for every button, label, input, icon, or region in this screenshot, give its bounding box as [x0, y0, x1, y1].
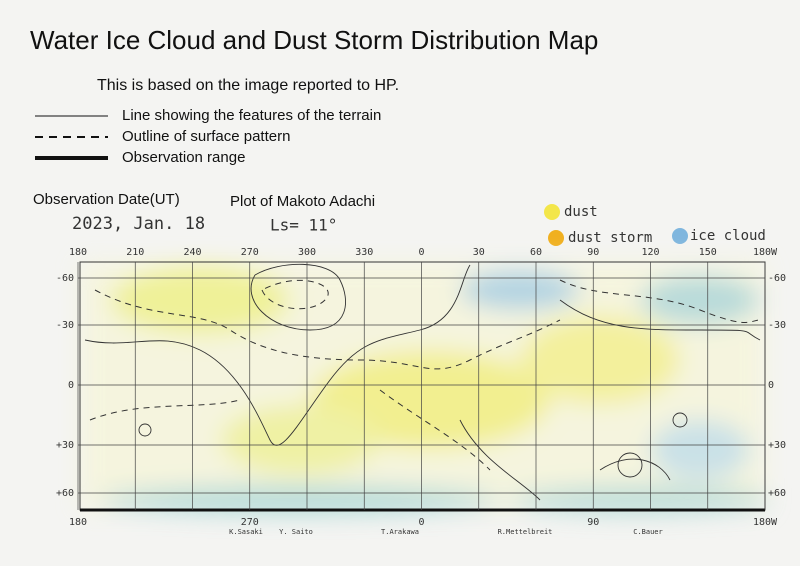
latitude-label: -60 — [56, 273, 74, 284]
longitude-label: 90 — [587, 247, 599, 258]
latitude-label: +30 — [56, 440, 74, 451]
longitude-label: 180 — [69, 517, 87, 528]
latitude-label: -30 — [56, 320, 74, 331]
dust-storm-swatch — [548, 230, 564, 246]
map-wash — [80, 262, 770, 514]
observer: Y. Saito — [279, 528, 313, 536]
longitude-label: 210 — [126, 247, 144, 258]
subtitle: This is based on the image reported to H… — [97, 77, 399, 94]
observer: K.Sasaki — [229, 528, 263, 536]
latitude-label: -60 — [768, 273, 786, 284]
longitude-label: 0 — [418, 247, 424, 258]
legend-text: Observation range — [122, 149, 245, 166]
latitude-label: -30 — [768, 320, 786, 331]
longitude-label: 180W — [753, 247, 778, 258]
longitude-label: 60 — [530, 247, 542, 258]
longitude-label: 90 — [587, 517, 599, 528]
longitude-label: 270 — [241, 247, 259, 258]
dust-swatch — [544, 204, 560, 220]
longitude-label: 120 — [641, 247, 659, 258]
date: 2023, Jan. 18 — [72, 214, 205, 234]
pattern-lines — [89, 279, 761, 471]
longitude-label: 150 — [699, 247, 717, 258]
latitude-label: +30 — [768, 440, 786, 451]
ls: Ls= 11° — [270, 216, 337, 235]
legend-text: Outline of surface pattern — [122, 128, 290, 145]
longitude-label: 30 — [473, 247, 485, 258]
terrain-lines — [84, 263, 761, 501]
plot-label: Plot of Makoto Adachi — [230, 193, 375, 210]
observer: C.Bauer — [633, 528, 663, 536]
key-text: dust storm — [568, 230, 652, 246]
longitude-label: 180 — [69, 247, 87, 258]
title: Water Ice Cloud and Dust Storm Distribut… — [30, 25, 598, 55]
date-label: Observation Date(UT) — [33, 191, 180, 208]
latitude-label: +60 — [768, 488, 786, 499]
observer: T.Arakawa — [381, 528, 419, 536]
latitude-label: 0 — [768, 380, 774, 391]
ice-cloud-swatch — [672, 228, 688, 244]
latitude-label: +60 — [56, 488, 74, 499]
observer: R.Mettelbreit — [498, 528, 553, 536]
key-text: ice cloud — [690, 228, 766, 244]
longitude-label: 270 — [241, 517, 259, 528]
longitude-label: 300 — [298, 247, 316, 258]
latitude-label: 0 — [68, 380, 74, 391]
longitude-label: 0 — [418, 517, 424, 528]
longitude-label: 240 — [183, 247, 201, 258]
legend-text: Line showing the features of the terrain — [122, 107, 381, 124]
longitude-label: 330 — [355, 247, 373, 258]
key-text: dust — [564, 204, 598, 220]
longitude-label: 180W — [753, 517, 778, 528]
